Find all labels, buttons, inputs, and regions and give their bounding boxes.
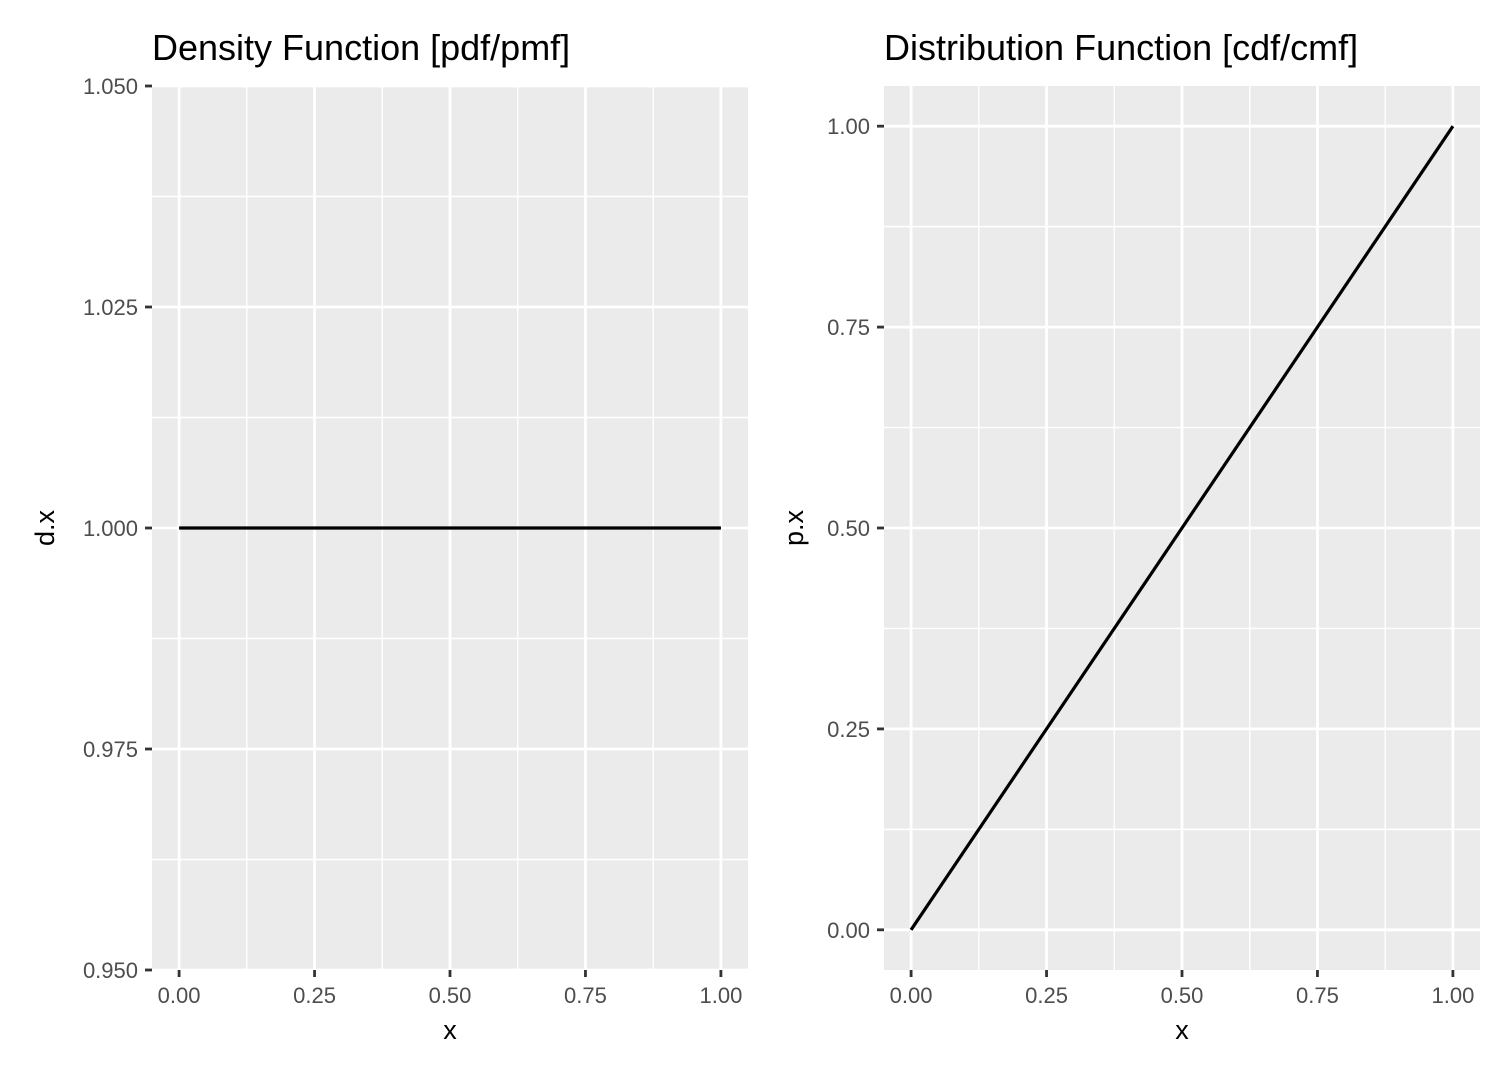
density-x-tick-label: 1.00 — [699, 983, 742, 1008]
distribution-chart: Distribution Function [cdf/cmf] 0.00 0.25… — [779, 27, 1480, 1045]
distribution-x-axis-title: x — [1175, 1015, 1189, 1045]
density-x-tick-label: 0.25 — [293, 983, 336, 1008]
distribution-chart-title: Distribution Function [cdf/cmf] — [884, 27, 1358, 68]
density-x-tick-label: 0.75 — [564, 983, 607, 1008]
distribution-y-tick-label: 0.00 — [827, 918, 870, 943]
density-x-axis-title: x — [443, 1015, 457, 1045]
distribution-x-tick-label: 0.75 — [1296, 983, 1339, 1008]
density-x-tick-label: 0.00 — [158, 983, 201, 1008]
distribution-series — [909, 125, 1455, 931]
density-y-axis-title: d.x — [30, 509, 60, 546]
distribution-y-tick-label: 1.00 — [827, 114, 870, 139]
distribution-series-line — [909, 125, 1455, 931]
distribution-gridlines — [884, 86, 1480, 970]
distribution-y-tick-label: 0.75 — [827, 315, 870, 340]
distribution-axes-ticks: 0.00 0.25 0.50 0.75 1.00 0.00 0.25 0.50 0.75 1.00 — [827, 114, 1474, 1008]
distribution-y-tick-label: 0.25 — [827, 717, 870, 742]
distribution-y-axis-title: p.x — [779, 509, 809, 546]
density-chart-title: Density Function [pdf/pmf] — [152, 27, 570, 68]
density-chart: Density Function [pdf/pmf] 0.00 0.25 0.50 0… — [30, 27, 748, 1045]
distribution-y-tick-label: 0.50 — [827, 516, 870, 541]
density-x-tick-label: 0.50 — [429, 983, 472, 1008]
density-y-tick-label: 1.025 — [83, 295, 138, 320]
density-y-tick-label: 1.000 — [83, 516, 138, 541]
density-y-tick-label: 0.950 — [83, 958, 138, 983]
distribution-x-tick-label: 0.25 — [1025, 983, 1068, 1008]
distribution-x-tick-label: 1.00 — [1431, 983, 1474, 1008]
density-axes-ticks: 0.00 0.25 0.50 0.75 1.00 0.950 0.975 1.000 1.025… — [83, 74, 742, 1008]
density-y-tick-label: 1.050 — [83, 74, 138, 99]
distribution-x-tick-label: 0.50 — [1161, 983, 1204, 1008]
distribution-x-tick-label: 0.00 — [890, 983, 933, 1008]
density-y-tick-label: 0.975 — [83, 737, 138, 762]
